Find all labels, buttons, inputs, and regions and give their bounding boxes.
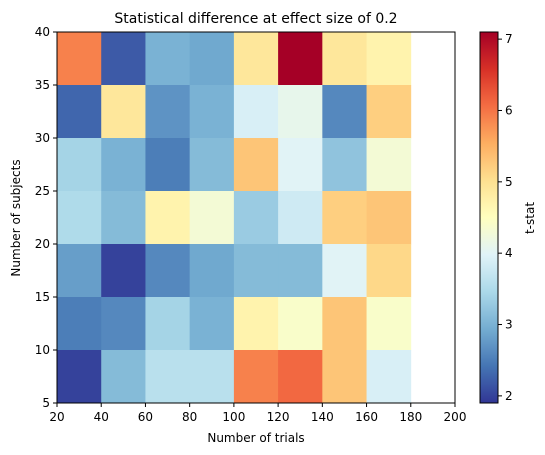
colorbar-tick-label: 6 (505, 103, 513, 117)
y-axis-label: Number of subjects (9, 159, 23, 276)
heatmap-cell (366, 244, 412, 298)
x-axis-ticks: 20 40 60 80 100 120 140 160 180 200 (49, 403, 466, 424)
x-tick-label: 120 (267, 410, 290, 424)
heatmap-cell (233, 191, 279, 245)
x-tick-label: 80 (182, 410, 197, 424)
heatmap-cell (101, 297, 146, 351)
x-tick-label: 160 (355, 410, 378, 424)
heatmap-cell (101, 32, 146, 86)
heatmap-cell (278, 297, 323, 351)
y-tick-label: 35 (35, 78, 50, 92)
heatmap-cell (145, 350, 191, 404)
heatmap-cell (57, 297, 102, 351)
colorbar-tick-label: 7 (505, 32, 513, 46)
heatmap-cell (278, 138, 323, 192)
chart-title: Statistical difference at effect size of… (114, 11, 397, 27)
heatmap-cell (57, 191, 102, 245)
plot-frame (56, 31, 456, 404)
heatmap-cell (101, 138, 146, 192)
x-tick-label: 40 (94, 410, 109, 424)
heatmap-cell (189, 297, 235, 351)
colorbar-tick-label: 2 (505, 389, 513, 403)
heatmap-cell (57, 244, 102, 298)
heatmap-cell (278, 191, 323, 245)
heatmap-cell (101, 350, 146, 404)
heatmap-cell (366, 350, 412, 404)
heatmap-cell (101, 191, 146, 245)
heatmap-cell (57, 350, 102, 404)
heatmap-cell (322, 297, 367, 351)
colorbar-tick-label: 4 (505, 246, 513, 260)
heatmap-cell (145, 297, 191, 351)
heatmap-cell (278, 85, 323, 139)
heatmap-cell (189, 85, 235, 139)
heatmap-cell (57, 32, 102, 86)
heatmap-cell (233, 244, 279, 298)
heatmap-cell (189, 191, 235, 245)
x-axis-label: Number of trials (207, 431, 304, 445)
heatmap-cell (322, 32, 367, 86)
y-tick-label: 40 (35, 25, 50, 39)
heatmap-cell (189, 32, 235, 86)
heatmap-cell (57, 138, 102, 192)
y-tick-label: 10 (35, 343, 50, 357)
y-tick-label: 5 (42, 396, 50, 410)
colorbar-tick-label: 5 (505, 175, 513, 189)
heatmap-cell (322, 350, 367, 404)
x-tick-label: 60 (138, 410, 153, 424)
x-tick-label: 20 (49, 410, 64, 424)
y-tick-label: 15 (35, 290, 50, 304)
colorbar-ticks: 2 3 4 5 6 7 (498, 32, 513, 403)
heatmap-cell (145, 138, 191, 192)
heatmap-cell (233, 350, 279, 404)
heatmap-cell (322, 244, 367, 298)
heatmap-cell (145, 244, 191, 298)
heatmap-cell (278, 32, 323, 86)
heatmap-cell (233, 85, 279, 139)
x-tick-label: 200 (444, 410, 467, 424)
heatmap-cell (366, 32, 412, 86)
heatmap-cell (366, 138, 412, 192)
heatmap-cell (57, 85, 102, 139)
x-tick-label: 140 (311, 410, 334, 424)
heatmap-cell (322, 138, 367, 192)
heatmap-cell (322, 191, 367, 245)
heatmap-cell (366, 191, 412, 245)
y-tick-label: 25 (35, 184, 50, 198)
heatmap-cell (189, 138, 235, 192)
heatmap-cell (145, 32, 191, 86)
x-tick-label: 100 (222, 410, 245, 424)
y-axis-ticks: 5 10 15 20 25 30 35 40 (35, 25, 57, 410)
heatmap-cell (101, 85, 146, 139)
x-tick-label: 180 (399, 410, 422, 424)
heatmap-cell (278, 350, 323, 404)
heatmap-cell (233, 138, 279, 192)
colorbar-tick-label: 3 (505, 318, 513, 332)
heatmap-cell (233, 32, 279, 86)
colorbar-label: t-stat (523, 202, 537, 234)
y-tick-label: 30 (35, 131, 50, 145)
colorbar (479, 31, 499, 404)
heatmap-cell (278, 244, 323, 298)
heatmap-cell (322, 85, 367, 139)
y-tick-label: 20 (35, 237, 50, 251)
heatmap-cell (366, 297, 412, 351)
heatmap-cell (145, 191, 191, 245)
heatmap-cell (366, 85, 412, 139)
heatmap-cells (57, 32, 412, 404)
heatmap-cell (189, 350, 235, 404)
heatmap-cell (233, 297, 279, 351)
heatmap-cell (189, 244, 235, 298)
heatmap-cell (145, 85, 191, 139)
heatmap-cell (101, 244, 146, 298)
